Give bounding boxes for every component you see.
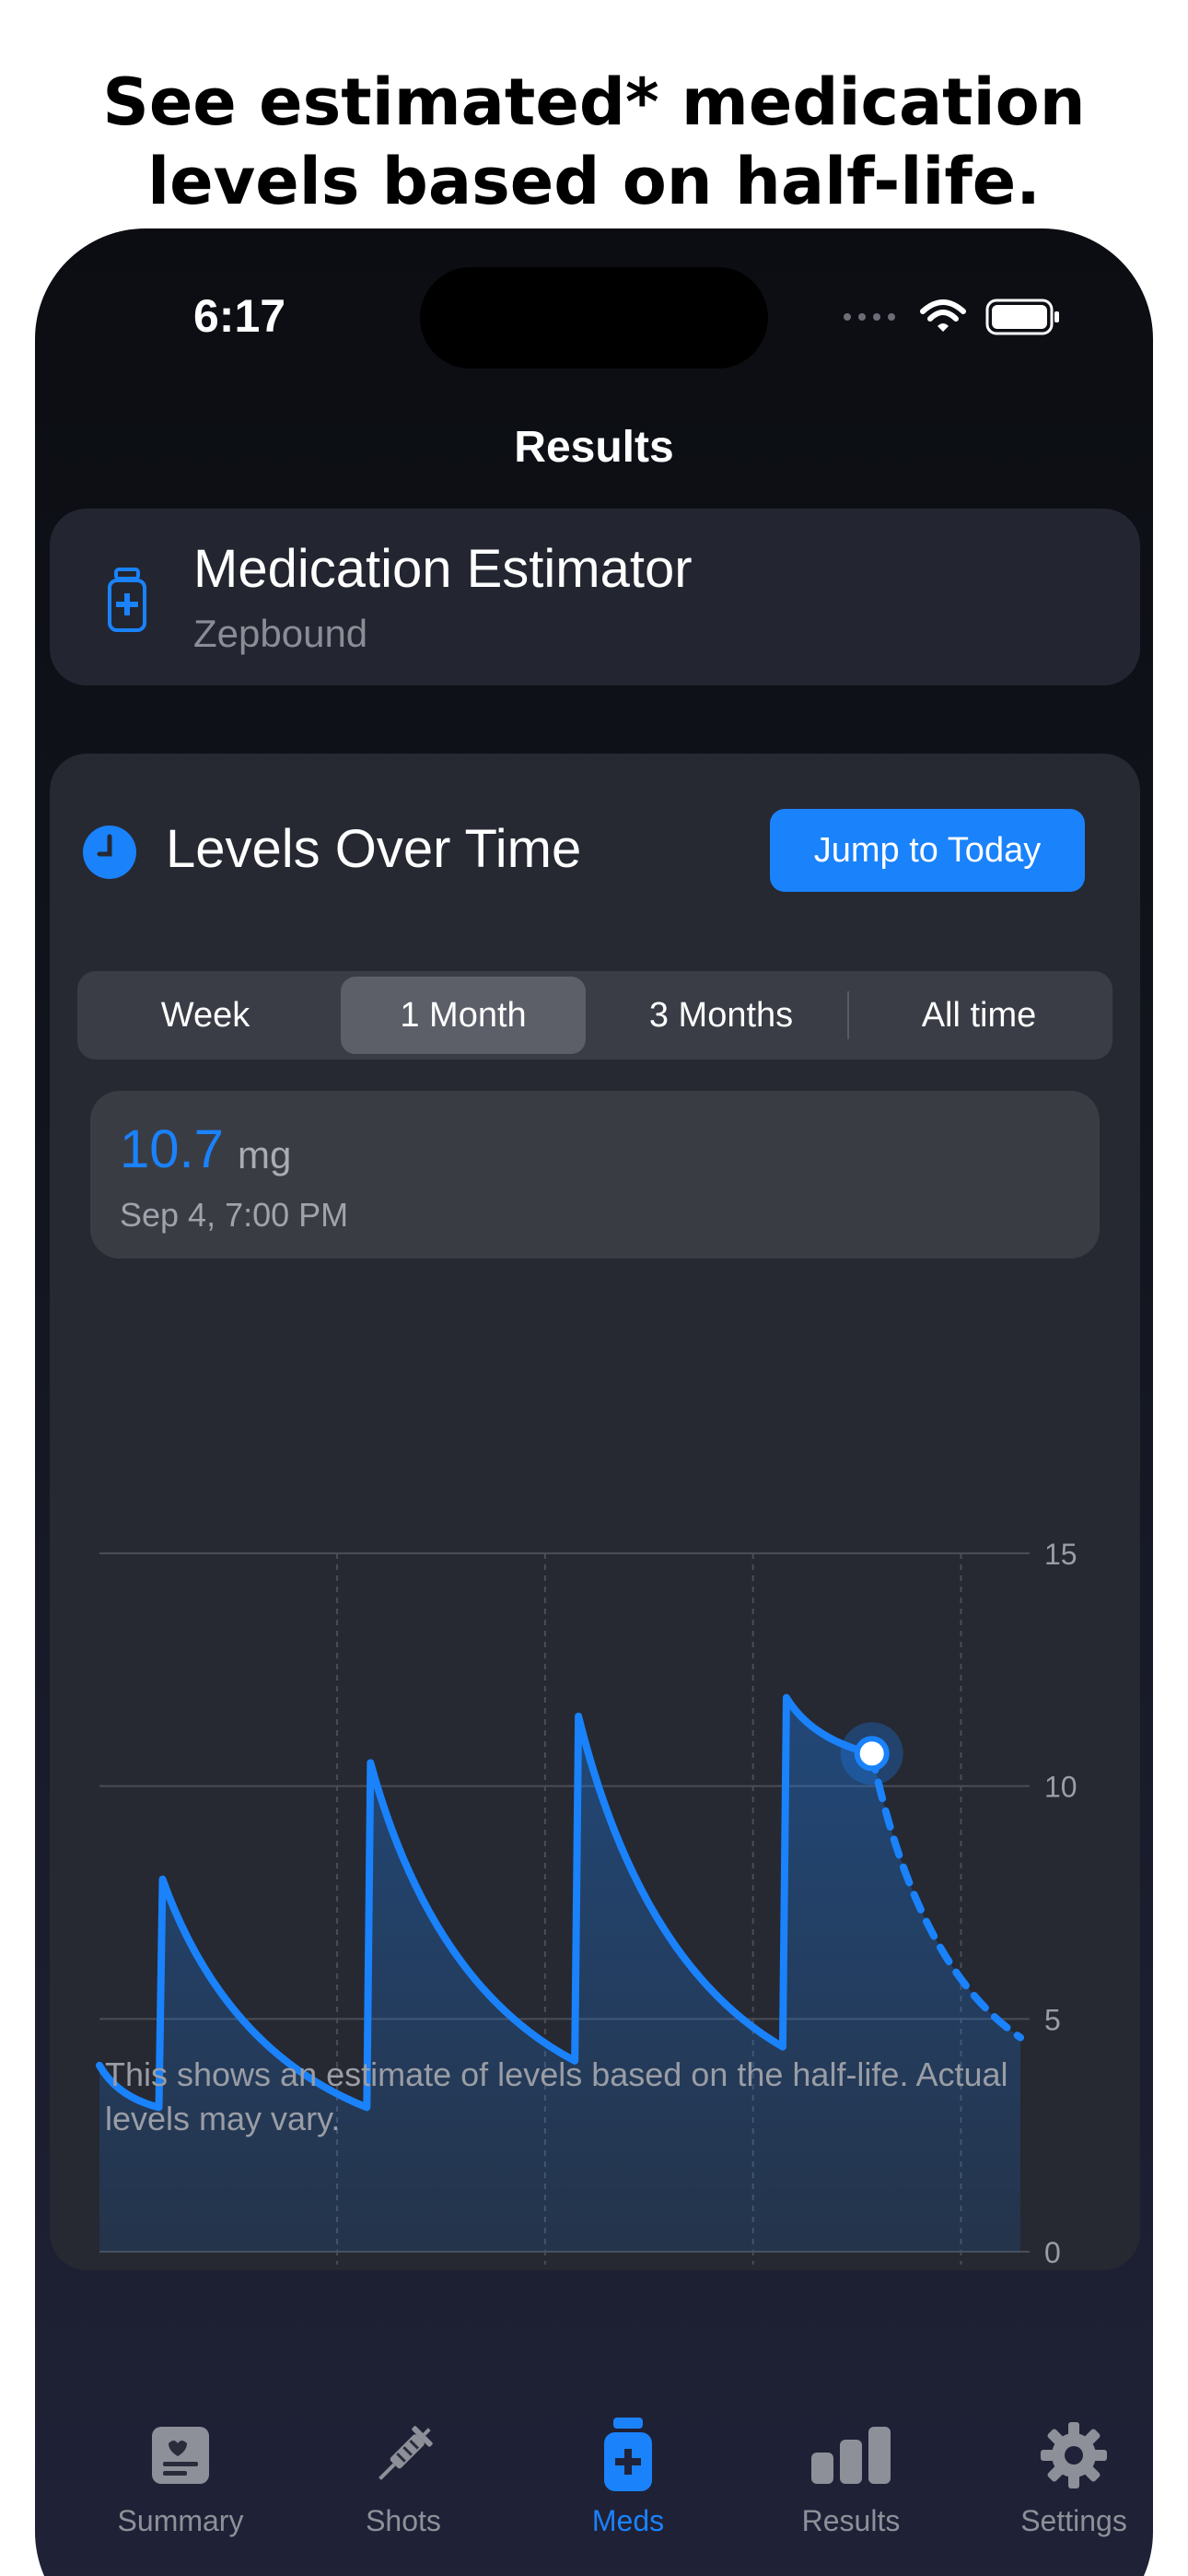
segment-1-month[interactable]: 1 Month: [341, 977, 586, 1054]
current-level-value: 10.7: [120, 1119, 224, 1179]
tab-summary-label: Summary: [117, 2504, 244, 2537]
tab-meds[interactable]: Meds: [536, 2414, 720, 2538]
time-range-segmented-control: Week 1 Month 3 Months All time: [77, 971, 1112, 1060]
tab-settings-label: Settings: [1020, 2504, 1127, 2537]
levels-title: Levels Over Time: [166, 819, 582, 879]
level-area: [99, 1697, 1020, 2252]
tab-results-label: Results: [801, 2504, 901, 2537]
dynamic-island: [420, 267, 768, 369]
wifi-icon: [920, 299, 966, 332]
y-tick-label: 15: [1044, 1538, 1077, 1571]
y-tick-label: 0: [1044, 2236, 1061, 2265]
y-tick-label: 5: [1044, 2003, 1061, 2036]
segment-3-months[interactable]: 3 Months: [648, 995, 794, 1035]
tab-results[interactable]: Results: [759, 2414, 943, 2538]
segment-all-time[interactable]: All time: [921, 995, 1037, 1035]
status-icons: [842, 299, 1061, 335]
level-line: [96, 1693, 876, 2112]
summary-card-icon: [152, 2427, 209, 2484]
y-tick-label: 10: [1044, 1771, 1077, 1804]
headline: See estimated* medication levels based o…: [0, 63, 1188, 221]
medication-card-title: Medication Estimator: [193, 539, 693, 599]
medication-card-subtitle: Zepbound: [193, 612, 368, 655]
status-time: 6:17: [193, 290, 286, 342]
projected-level-line: [868, 1750, 1024, 2042]
clock-icon: [83, 825, 136, 879]
medication-bottle-icon: [604, 2418, 652, 2491]
tab-shots-label: Shots: [366, 2504, 441, 2537]
tab-bar: Summary Shots: [35, 2414, 1153, 2576]
current-point-marker: [854, 1736, 890, 1772]
chart-footnote: This shows an estimate of levels based o…: [105, 2055, 1008, 2137]
tab-settings[interactable]: Settings: [982, 2414, 1153, 2538]
medication-card[interactable]: Medication Estimator Zepbound: [50, 509, 1140, 685]
headline-line-1: See estimated* medication: [102, 64, 1086, 140]
medication-vial-icon: [108, 568, 146, 632]
jump-to-today-button[interactable]: Jump to Today: [770, 809, 1085, 892]
current-level-box: 10.7 mg Sep 4, 7:00 PM: [90, 1091, 1100, 1259]
bar-chart-icon: [811, 2427, 891, 2484]
phone-screen: 6:17 Results Medication Estimator Zepbou…: [35, 228, 1153, 2576]
segment-divider: [847, 991, 849, 1039]
cellular-dots-icon: [844, 313, 895, 321]
current-level-date: Sep 4, 7:00 PM: [120, 1196, 349, 1234]
battery-icon: [985, 299, 1059, 335]
headline-line-2: levels based on half-life.: [147, 144, 1041, 219]
tab-meds-label: Meds: [591, 2504, 665, 2537]
nav-title: Results: [514, 423, 674, 472]
levels-card: Levels Over Time Jump to Today Week 1 Mo…: [50, 754, 1140, 2270]
segment-week[interactable]: Week: [160, 995, 250, 1035]
syringe-icon: [379, 2426, 433, 2480]
current-level-unit: mg: [238, 1133, 292, 1177]
tab-summary[interactable]: Summary: [88, 2414, 273, 2538]
gear-icon: [1041, 2422, 1107, 2488]
tab-shots[interactable]: Shots: [311, 2414, 495, 2538]
levels-chart[interactable]: 151050Aug 17Aug 24Aug 31Sep 7: [50, 754, 1140, 2265]
